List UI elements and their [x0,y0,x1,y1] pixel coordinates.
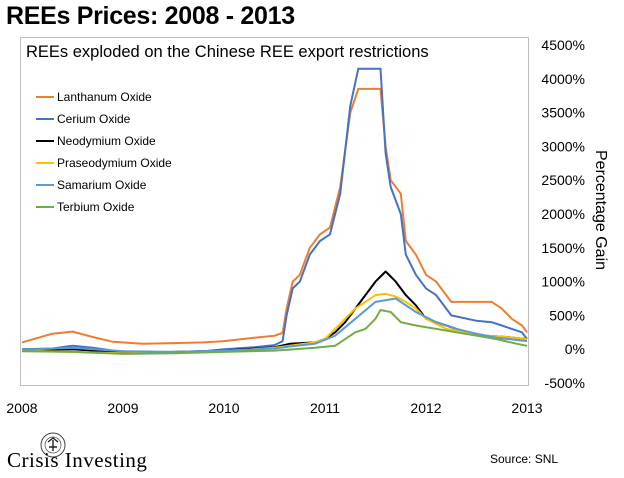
chart-frame [20,37,529,386]
page-title: REEs Prices: 2008 - 2013 [6,2,295,30]
x-tick-label: 2009 [107,400,138,416]
y-tick-label: 2500% [541,172,585,188]
legend-label-cerium-oxide: Cerium Oxide [57,112,131,126]
series-line-lanthanum-oxide [21,87,528,345]
legend-label-neodymium-oxide: Neodymium Oxide [57,134,156,148]
legend-label-praseodymium-oxide: Praseodymium Oxide [57,156,172,170]
chart-legend: Lanthanum Oxide Cerium Oxide Neodymium Oxi… [36,90,172,214]
legend-label-samarium-oxide: Samarium Oxide [57,178,147,192]
y-tick-label: 1000% [541,274,585,290]
legend-label-lanthanum-oxide: Lanthanum Oxide [57,90,152,104]
x-tick-label: 2011 [310,400,340,416]
x-axis-ticks: 2008 2009 2010 2011 2012 2013 [6,400,542,416]
y-axis-ticks: 4500% 4000% 3500% 3000% 2500% 2000% 1500% 1000%… [541,37,585,391]
y-axis-label: Percentage Gain [592,150,609,270]
line-chart: Lanthanum Oxide Cerium Oxide Neodymium Oxi… [6,37,609,416]
series-line-terbium-oxide [21,309,528,355]
series-line-neodymium-oxide [21,270,528,354]
y-tick-label: 0% [565,341,585,357]
y-tick-label: 500% [549,307,585,323]
y-tick-label: 2000% [541,206,585,222]
y-tick-label: -500% [545,375,585,391]
y-tick-label: 4000% [541,71,585,87]
y-tick-label: 1500% [541,240,585,256]
source-note: Source: SNL [490,452,559,466]
crisis-investing-emblem-icon [40,432,66,458]
brand-name: Crisis Investing [7,448,148,472]
series-line-samarium-oxide [21,297,528,353]
chart-subtitle: REEs exploded on the Chinese REE export … [26,43,429,61]
y-tick-label: 3500% [541,105,585,121]
x-tick-label: 2008 [6,400,37,416]
y-tick-label: 3000% [541,138,585,154]
y-tick-label: 4500% [541,37,585,53]
x-tick-label: 2012 [410,400,441,416]
series-layer [21,67,528,355]
legend-label-terbium-oxide: Terbium Oxide [57,200,135,214]
x-tick-label: 2013 [511,400,542,416]
x-tick-label: 2010 [208,400,239,416]
